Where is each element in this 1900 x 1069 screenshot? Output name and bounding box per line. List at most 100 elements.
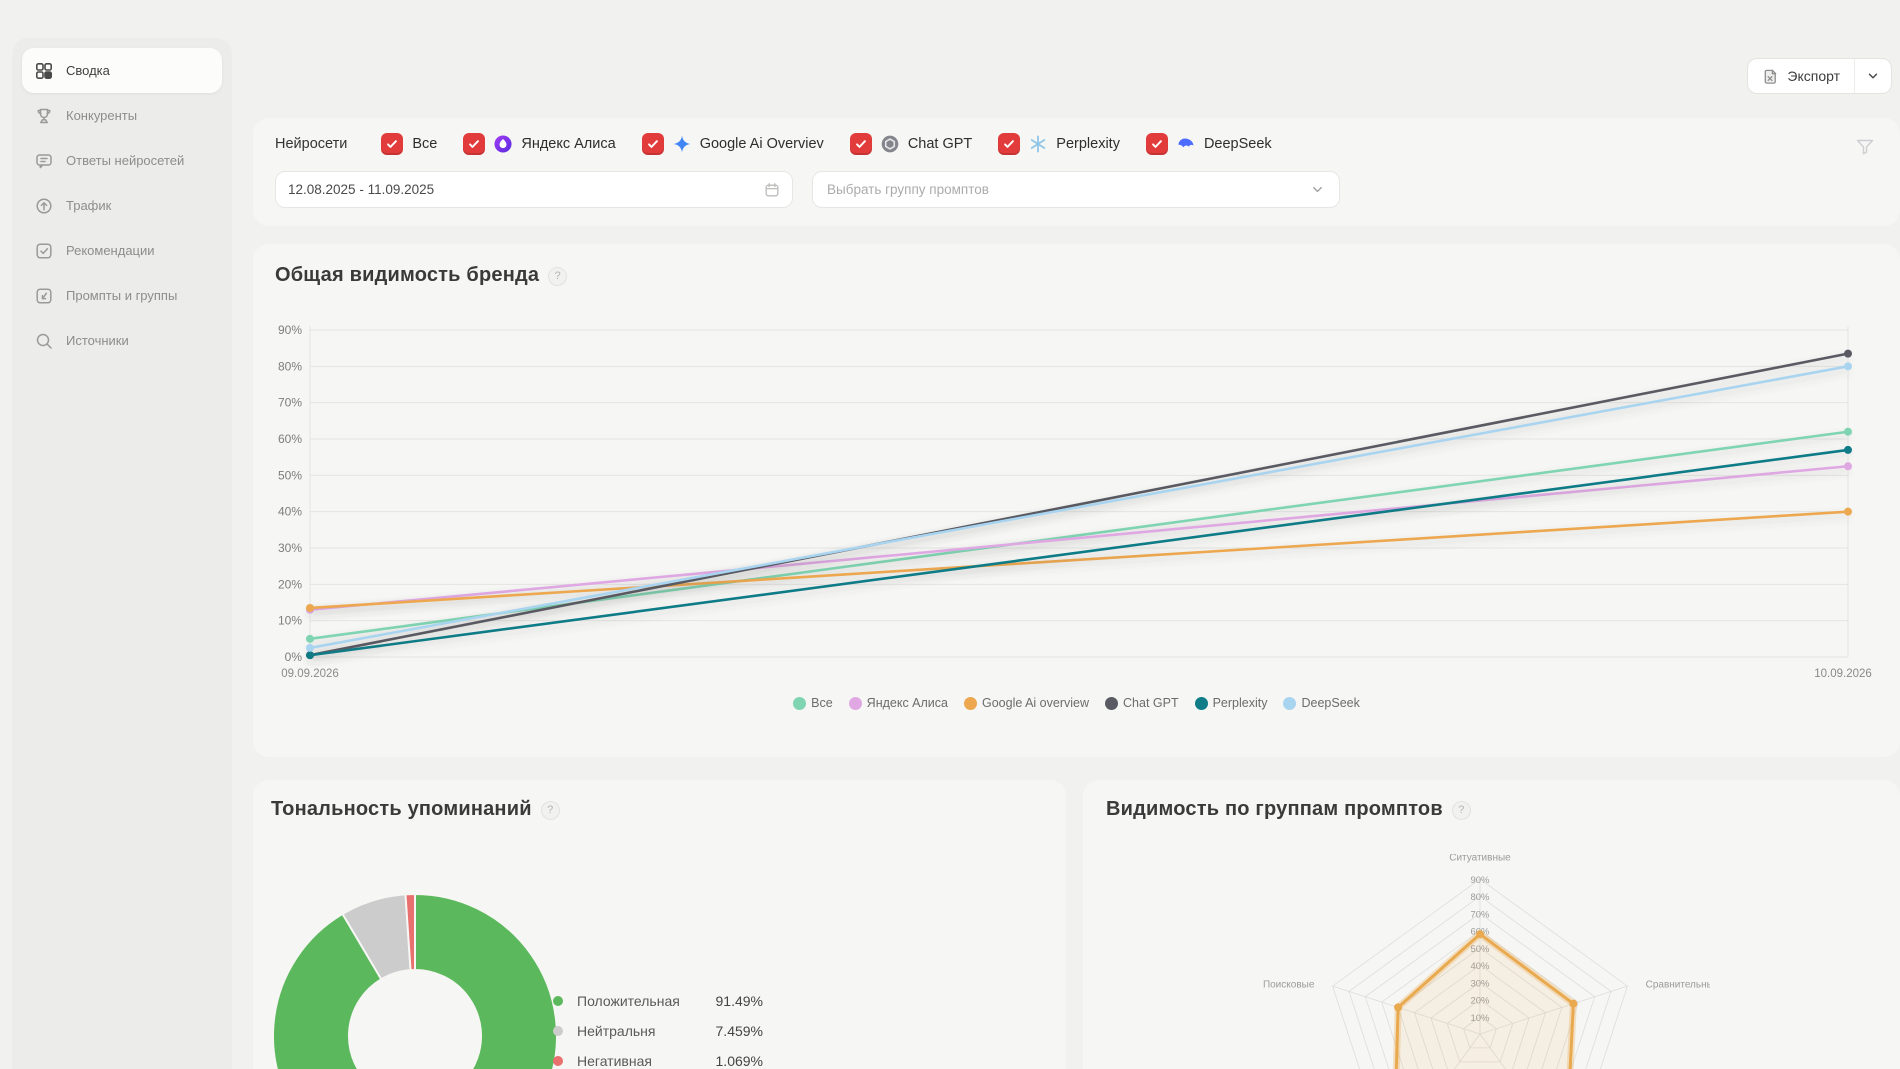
legend-item-negative: Негативная 1.069% <box>553 1046 763 1069</box>
svg-text:10%: 10% <box>278 614 302 628</box>
svg-text:30%: 30% <box>1470 978 1490 989</box>
sidebar-item-competitors[interactable]: Конкуренты <box>22 93 222 138</box>
magnifier-icon <box>34 331 54 351</box>
svg-text:10%: 10% <box>1470 1013 1490 1024</box>
brand-visibility-line-chart[interactable]: 0% 10% 20% 30% 40% 50% 60% 70% 80% 90% 09.09.2026 1… <box>273 322 1893 684</box>
sidebar-item-traffic[interactable]: Трафик <box>22 183 222 228</box>
filter-group-label: Нейросети <box>275 136 348 152</box>
svg-text:80%: 80% <box>1470 892 1490 903</box>
filter-funnel-icon[interactable] <box>1854 136 1876 158</box>
legend-item[interactable]: Яндекс Алиса <box>848 696 948 710</box>
prompt-group-select[interactable]: Выбрать группу промптов <box>812 171 1340 208</box>
chevron-down-icon <box>1868 73 1878 79</box>
svg-text:40%: 40% <box>1470 961 1490 972</box>
legend-label: Яндекс Алиса <box>866 696 948 710</box>
svg-text:Сравнительные: Сравнительные <box>1646 979 1710 990</box>
chat-bubble-icon <box>34 151 54 171</box>
filter-option-perplexity[interactable]: Perplexity <box>998 133 1120 155</box>
checkbox-checked[interactable] <box>849 133 872 155</box>
svg-text:50%: 50% <box>1470 944 1490 955</box>
legend-swatch <box>964 696 977 710</box>
legend-swatch <box>1194 696 1208 710</box>
checkbox-checked[interactable] <box>381 133 404 155</box>
tonality-legend: Положительная 91.49% Нейтральня 7.459% Н… <box>553 986 763 1069</box>
legend-swatch <box>1283 696 1297 710</box>
check-square-icon <box>34 241 54 261</box>
filter-option-label: Perplexity <box>1056 136 1120 152</box>
sidebar-item-summary[interactable]: Сводка <box>22 48 222 93</box>
help-icon[interactable]: ? <box>1451 800 1471 820</box>
checkbox-checked[interactable] <box>641 133 664 155</box>
google-sparkle-icon <box>673 135 691 153</box>
legend-label: Все <box>811 696 833 710</box>
checkbox-checked[interactable] <box>463 133 486 155</box>
brand-visibility-panel: Общая видимость бренда? 0% 10% 20% 30% 40% 50… <box>253 244 1900 757</box>
prompt-square-icon <box>34 286 54 306</box>
legend-item-neutral: Нейтральня 7.459% <box>553 1016 763 1046</box>
svg-text:90%: 90% <box>1470 875 1490 886</box>
traffic-up-circle-icon <box>34 196 54 216</box>
tonality-donut-chart[interactable] <box>265 884 575 1069</box>
trophy-icon <box>34 106 54 126</box>
help-icon[interactable]: ? <box>548 266 568 286</box>
legend-item[interactable]: Google Ai overview <box>964 696 1089 710</box>
legend-swatch <box>848 696 862 710</box>
checkbox-checked[interactable] <box>998 133 1021 155</box>
date-range-input[interactable]: 12.08.2025 - 11.09.2025 <box>275 171 793 208</box>
tonality-panel: Тональность упоминаний? Положительная 91… <box>253 780 1066 1069</box>
donut-slice <box>404 892 416 972</box>
deepseek-whale-icon <box>1177 135 1195 153</box>
filter-option-all[interactable]: Все <box>381 133 437 155</box>
checkbox-checked[interactable] <box>1145 133 1168 155</box>
legend-label: Нейтральня <box>577 1023 656 1039</box>
prompt-group-placeholder: Выбрать группу промптов <box>827 182 989 197</box>
export-button[interactable]: Экспорт <box>1748 59 1854 93</box>
filter-option-yandex-alice[interactable]: Яндекс Алиса <box>463 133 616 155</box>
sidebar-item-prompts-groups[interactable]: Промпты и группы <box>22 273 222 318</box>
legend-value: 91.49% <box>715 993 763 1009</box>
svg-text:0%: 0% <box>285 650 303 664</box>
filter-option-deepseek[interactable]: DeepSeek <box>1145 133 1272 155</box>
sidebar-item-label: Источники <box>66 333 129 348</box>
sidebar-item-label: Сводка <box>66 63 110 78</box>
donut-slice <box>271 892 558 1069</box>
filters-panel: Нейросети Все Яндекс Алиса <box>253 118 1900 226</box>
legend-swatch <box>793 696 807 710</box>
sidebar: Сводка Конкуренты Ответы нейросетей Траф… <box>12 38 232 1069</box>
svg-text:40%: 40% <box>278 505 302 519</box>
filter-option-label: Яндекс Алиса <box>521 136 616 152</box>
line-chart-legend: Все Яндекс Алиса Google Ai overview Chat GP… <box>253 696 1900 710</box>
export-split-button: Экспорт <box>1747 58 1892 94</box>
sidebar-item-ai-answers[interactable]: Ответы нейросетей <box>22 138 222 183</box>
sidebar-item-recommendations[interactable]: Рекомендации <box>22 228 222 273</box>
svg-text:70%: 70% <box>278 396 302 410</box>
prompt-groups-radar-chart[interactable]: 10%20%30%40%50%60%70%80%90%СитуативныеСр… <box>1250 854 1710 1069</box>
tonality-title: Тональность упоминаний <box>271 798 532 820</box>
legend-item-positive: Положительная 91.49% <box>553 986 763 1016</box>
legend-label: Chat GPT <box>1123 696 1179 710</box>
legend-item[interactable]: DeepSeek <box>1283 696 1360 710</box>
help-icon[interactable]: ? <box>540 800 560 820</box>
svg-text:90%: 90% <box>278 323 302 337</box>
sidebar-item-sources[interactable]: Источники <box>22 318 222 363</box>
legend-label: Негативная <box>577 1053 652 1069</box>
export-divider <box>1854 59 1855 93</box>
legend-item[interactable]: Chat GPT <box>1105 696 1179 710</box>
svg-text:20%: 20% <box>278 577 302 591</box>
export-dropdown-toggle[interactable] <box>1855 59 1891 93</box>
legend-item[interactable]: Все <box>793 696 833 710</box>
filter-option-chat-gpt[interactable]: Chat GPT <box>849 133 973 155</box>
filter-option-label: Chat GPT <box>907 136 973 152</box>
sidebar-item-label: Ответы нейросетей <box>66 153 185 168</box>
neural-networks-filter-row: Нейросети Все Яндекс Алиса <box>275 133 1298 155</box>
legend-value: 7.459% <box>715 1023 763 1039</box>
filter-option-label: DeepSeek <box>1203 136 1272 152</box>
filter-option-google-ai-overview[interactable]: Google Ai Overviev <box>641 133 824 155</box>
legend-label: DeepSeek <box>1301 696 1360 710</box>
negative-dot <box>553 1056 563 1066</box>
legend-item[interactable]: Perplexity <box>1194 696 1267 710</box>
svg-text:50%: 50% <box>278 468 302 482</box>
chevron-down-icon <box>1313 186 1322 193</box>
export-label: Экспорт <box>1787 68 1840 84</box>
sidebar-item-label: Конкуренты <box>66 108 138 123</box>
